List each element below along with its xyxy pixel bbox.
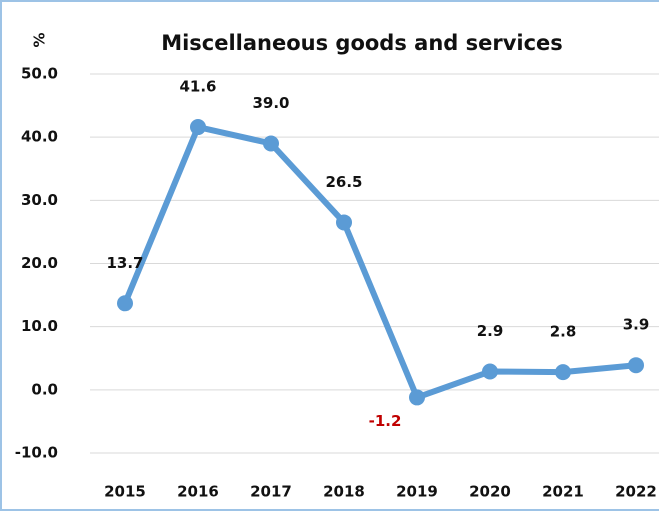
data-line bbox=[122, 124, 637, 401]
data-label: 41.6 bbox=[179, 78, 216, 96]
chart-title: Miscellaneous goods and services bbox=[161, 31, 563, 55]
x-tick-label: 2018 bbox=[323, 483, 365, 501]
data-point bbox=[482, 363, 498, 380]
data-point bbox=[628, 357, 644, 374]
y-tick-label: 40.0 bbox=[21, 128, 58, 146]
data-label: 26.5 bbox=[325, 173, 362, 191]
x-tick-label: 2017 bbox=[250, 483, 292, 501]
y-tick-label: 0.0 bbox=[31, 380, 58, 398]
data-point bbox=[336, 214, 352, 231]
data-point bbox=[263, 135, 279, 152]
data-label: 2.8 bbox=[550, 323, 577, 341]
data-label: 39.0 bbox=[252, 94, 289, 112]
y-tick-label: 30.0 bbox=[21, 191, 58, 209]
y-tick-label: -10.0 bbox=[15, 444, 58, 462]
data-point bbox=[117, 295, 133, 312]
data-label: 2.9 bbox=[477, 322, 504, 340]
x-tick-label: 2015 bbox=[104, 483, 146, 501]
y-tick-label: 10.0 bbox=[21, 317, 58, 335]
data-point bbox=[190, 119, 206, 136]
data-label: -1.2 bbox=[369, 412, 402, 430]
x-tick-label: 2020 bbox=[469, 483, 511, 501]
x-tick-label: 2019 bbox=[396, 483, 438, 501]
x-tick-label: 2022 bbox=[615, 483, 657, 501]
data-label: 3.9 bbox=[623, 316, 650, 334]
x-tick-label: 2021 bbox=[542, 483, 584, 501]
y-axis-label: % bbox=[31, 32, 49, 47]
data-point bbox=[555, 364, 571, 381]
x-tick-label: 2016 bbox=[177, 483, 219, 501]
y-tick-label: 50.0 bbox=[21, 65, 58, 83]
y-tick-label: 20.0 bbox=[21, 254, 58, 272]
data-label: 13.7 bbox=[106, 254, 143, 272]
data-point bbox=[409, 389, 425, 406]
